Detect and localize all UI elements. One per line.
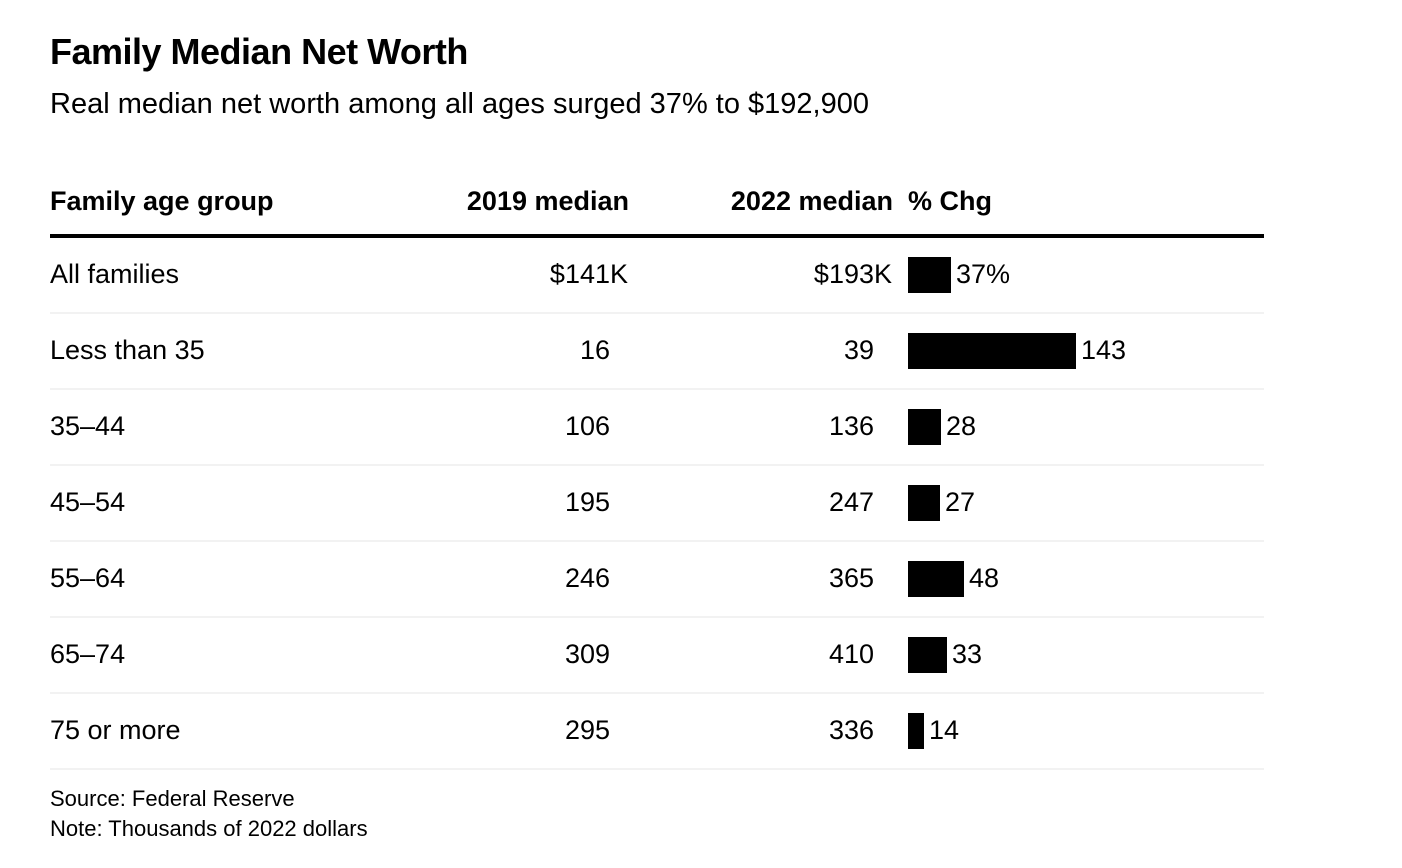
source-note: Source: Federal Reserve [50,785,295,811]
median-2019-value: 246 [564,563,610,594]
unit-suffix: K [874,259,893,290]
unit-suffix: K [610,259,629,290]
pct-change-cell: 143 [893,332,1264,369]
pct-change-label: 14 [929,715,960,746]
table-row: 55–64 246 365 48 [50,542,1264,618]
median-2019-value: 16 [579,335,610,366]
table-row: 75 or more 295 336 14 [50,694,1264,770]
pct-change-bar [908,712,924,749]
pct-change-label: 37% [956,259,1011,290]
median-2019-value: 309 [564,639,610,670]
pct-change-label: 48 [969,563,1000,594]
table-row: 35–44 106 136 28 [50,390,1264,466]
pct-change-cell: 28 [893,408,1264,445]
col-header-pct-chg: % Chg [908,185,992,216]
age-group-label: 45–54 [50,487,126,518]
table-body: All families $141K $193K 37% Less than 3… [50,238,1264,770]
table-header-row: Family age group 2019 median 2022 median… [50,184,1264,238]
pct-change-bar [908,484,940,521]
median-2022-value: 365 [828,563,874,594]
median-2019-value: 106 [564,411,610,442]
pct-change-bar [908,256,951,293]
median-2019-value: 195 [564,487,610,518]
median-2022-value: 136 [828,411,874,442]
pct-change-cell: 14 [893,712,1264,749]
pct-change-cell: 33 [893,636,1264,673]
median-2022-value: 247 [828,487,874,518]
pct-change-cell: 37% [893,256,1264,293]
age-group-label: 65–74 [50,639,126,670]
median-2022-value: 336 [828,715,874,746]
median-2022-value: 39 [843,335,874,366]
data-table: Family age group 2019 median 2022 median… [50,184,1264,770]
age-group-label: Less than 35 [50,335,205,366]
pct-change-label: 27 [945,487,976,518]
col-header-2022-median: 2022 median [730,185,893,216]
col-header-age-group: Family age group [50,185,274,216]
pct-change-label: 143 [1081,335,1127,366]
pct-change-bar [908,636,947,673]
pct-change-label: 28 [946,411,977,442]
table-row: All families $141K $193K 37% [50,238,1264,314]
table-row: 65–74 309 410 33 [50,618,1264,694]
table-row: 45–54 195 247 27 [50,466,1264,542]
pct-change-cell: 27 [893,484,1264,521]
chart-title: Family Median Net Worth [50,31,468,72]
chart-subtitle: Real median net worth among all ages sur… [50,88,869,121]
pct-change-bar [908,332,1076,369]
pct-change-label: 33 [952,639,983,670]
col-header-2019-median: 2019 median [466,185,629,216]
age-group-label: 75 or more [50,715,181,746]
age-group-label: 35–44 [50,411,126,442]
median-2019-value: $141K [549,259,629,290]
pct-change-cell: 48 [893,560,1264,597]
pct-change-bar [908,408,941,445]
median-2019-value: 295 [564,715,610,746]
data-note: Note: Thousands of 2022 dollars [50,815,368,841]
median-2022-value: $193K [813,259,893,290]
pct-change-bar [908,560,964,597]
age-group-label: 55–64 [50,563,126,594]
median-2022-value: 410 [828,639,874,670]
age-group-label: All families [50,259,180,290]
table-row: Less than 35 16 39 143 [50,314,1264,390]
